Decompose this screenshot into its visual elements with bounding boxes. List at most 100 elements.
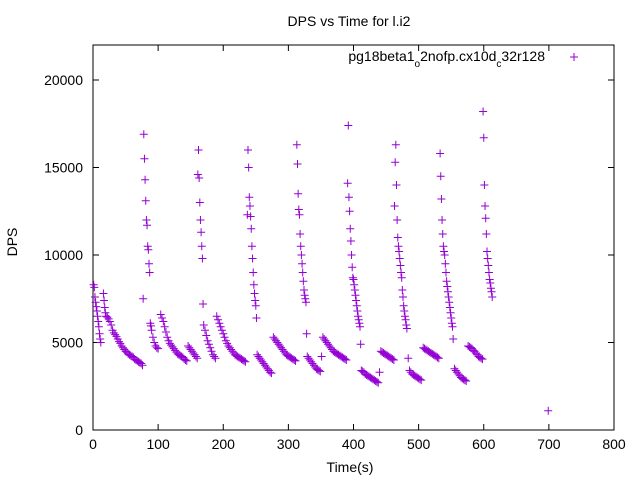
data-point xyxy=(245,193,254,202)
data-point xyxy=(197,242,206,251)
data-point xyxy=(115,337,124,346)
data-point xyxy=(247,242,256,251)
legend-subscript: o xyxy=(415,59,421,70)
data-point xyxy=(140,154,149,163)
data-point xyxy=(395,247,404,256)
data-point xyxy=(300,286,309,294)
chart-title: DPS vs Time for l.i2 xyxy=(288,13,411,29)
data-point xyxy=(544,406,553,415)
data-point xyxy=(196,216,205,224)
data-point xyxy=(107,321,116,329)
data-point xyxy=(484,261,493,270)
data-point xyxy=(250,289,259,298)
data-point xyxy=(146,321,155,330)
data-point xyxy=(417,376,426,385)
data-point xyxy=(392,181,401,189)
data-point xyxy=(96,335,105,343)
data-point xyxy=(152,343,161,352)
data-point xyxy=(138,361,147,370)
data-point xyxy=(355,319,364,328)
data-point xyxy=(356,322,365,331)
data-point xyxy=(199,321,208,329)
data-point xyxy=(391,158,400,167)
data-point xyxy=(296,242,305,251)
legend-marker xyxy=(570,53,578,61)
data-point xyxy=(216,322,225,331)
data-point xyxy=(440,251,449,259)
data-point xyxy=(94,322,103,331)
data-point xyxy=(445,303,454,312)
data-point xyxy=(211,354,220,363)
data-point xyxy=(393,233,402,242)
data-point xyxy=(346,237,355,245)
data-point xyxy=(105,317,114,326)
data-point xyxy=(159,317,168,326)
data-point xyxy=(433,353,442,362)
y-tick-label: 5000 xyxy=(52,335,83,351)
data-point xyxy=(485,275,494,284)
data-point xyxy=(415,375,424,384)
data-point xyxy=(241,357,250,366)
data-point xyxy=(375,368,384,377)
data-point xyxy=(486,279,495,287)
x-tick-label: 300 xyxy=(277,436,301,452)
data-point xyxy=(301,298,310,307)
data-point xyxy=(181,356,190,364)
data-point xyxy=(243,210,252,219)
legend-text-part: 32r128 xyxy=(501,48,545,64)
data-point xyxy=(103,313,112,322)
data-point xyxy=(197,228,206,237)
data-point xyxy=(301,294,310,303)
data-point xyxy=(158,314,167,322)
data-point xyxy=(161,328,170,336)
data-point xyxy=(399,301,408,310)
data-point xyxy=(243,146,252,154)
data-point xyxy=(210,352,219,361)
data-point xyxy=(193,354,202,363)
data-point xyxy=(438,216,447,224)
data-point xyxy=(348,263,357,272)
y-tick-label: 15000 xyxy=(44,160,83,176)
x-tick-label: 700 xyxy=(537,436,561,452)
legend-text-part: 2nofp.cx10d xyxy=(420,48,496,64)
data-point xyxy=(160,322,169,331)
data-point xyxy=(400,312,409,321)
data-point xyxy=(156,310,165,319)
data-points xyxy=(89,107,553,415)
data-point xyxy=(217,326,226,335)
data-point xyxy=(302,329,311,338)
data-point xyxy=(344,193,353,202)
data-point xyxy=(481,214,490,223)
data-point xyxy=(198,254,207,263)
data-point xyxy=(91,298,100,307)
data-point xyxy=(350,286,359,294)
data-point xyxy=(101,308,110,317)
data-point xyxy=(297,251,306,259)
data-point xyxy=(441,268,450,277)
data-point xyxy=(111,330,120,339)
data-point xyxy=(446,308,455,317)
data-point xyxy=(204,340,213,349)
data-point xyxy=(163,333,172,342)
data-point xyxy=(460,376,469,385)
data-point xyxy=(199,300,208,308)
x-tick-label: 600 xyxy=(472,436,496,452)
data-point xyxy=(395,254,404,263)
data-point xyxy=(393,216,402,224)
data-point xyxy=(343,179,352,188)
data-point xyxy=(352,296,361,305)
data-point xyxy=(195,198,204,207)
data-point xyxy=(404,354,413,363)
data-point xyxy=(354,315,363,324)
data-point xyxy=(352,301,361,310)
data-point xyxy=(182,356,191,365)
legend-plus-marker xyxy=(570,53,578,61)
data-point xyxy=(350,280,359,289)
data-point xyxy=(141,175,150,184)
data-point xyxy=(448,322,457,331)
y-axis-ticks: 0 5000 10000 15000 20000 xyxy=(44,72,614,438)
y-tick-label: 0 xyxy=(75,422,83,438)
data-point xyxy=(194,146,203,154)
data-point xyxy=(251,301,260,310)
